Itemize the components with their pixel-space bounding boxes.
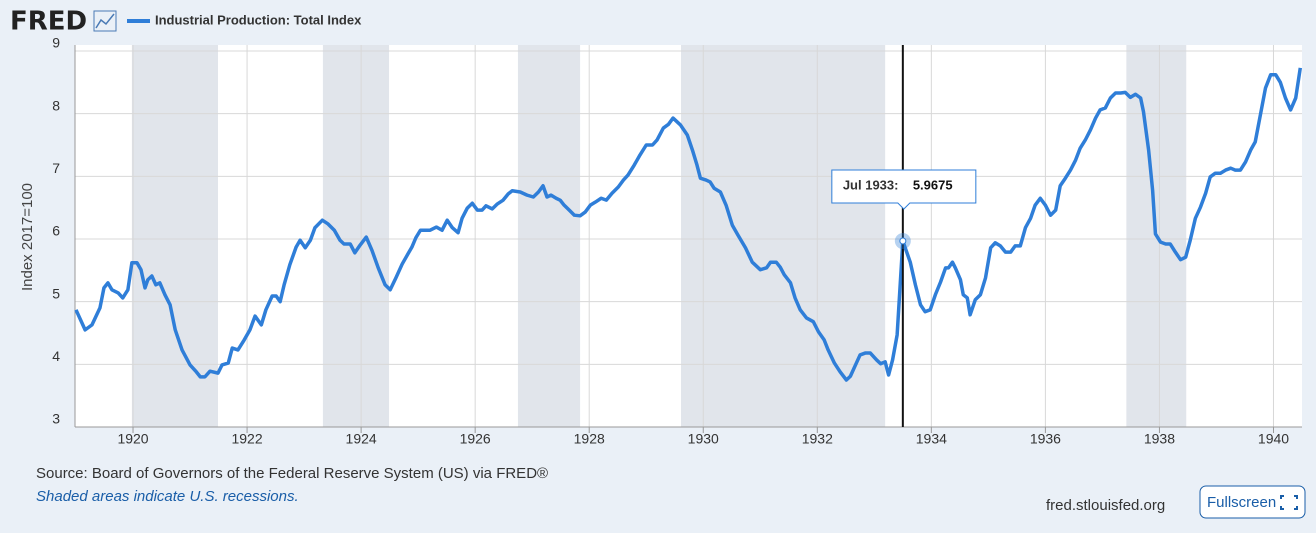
x-tick-label: 1926 <box>460 431 491 447</box>
fullscreen-button[interactable]: Fullscreen <box>1199 485 1306 519</box>
y-tick-label: 7 <box>52 160 60 176</box>
data <box>74 45 1303 427</box>
y-tick-label: 3 <box>52 411 60 427</box>
recession-band <box>517 45 581 427</box>
grid <box>74 45 1302 433</box>
x-tick-label: 1932 <box>802 431 833 447</box>
y-tick-label: 6 <box>52 223 60 239</box>
site-link[interactable]: fred.stlouisfed.org <box>1046 497 1165 514</box>
tooltip-box <box>831 169 977 210</box>
labels: 3 4 5 6 7 8 9 1920 1922 1924 1926 1928 1930 1932 1934 1… <box>52 12 1289 446</box>
y-tick-label: 9 <box>52 35 60 51</box>
series-line <box>74 67 1303 382</box>
x-tick-label: 1930 <box>688 431 719 447</box>
x-tick-label: 1922 <box>231 431 262 447</box>
button-frame[interactable] <box>1199 485 1306 519</box>
x-tick-label: 1938 <box>1144 431 1175 447</box>
button-label[interactable]: Fullscreen <box>1207 494 1276 511</box>
y-axis-title: Index 2017=100 <box>19 183 36 291</box>
recession-note: Shaded areas indicate U.S. recessions. <box>36 488 299 505</box>
tooltip-value: 5.9675 <box>913 177 953 192</box>
icon-line <box>95 13 115 29</box>
recession-band <box>322 45 390 427</box>
recessions <box>131 45 1187 427</box>
x-tick-label: 1920 <box>117 431 148 447</box>
fullscreen-icon[interactable] <box>1280 495 1298 510</box>
y-tick-label: 4 <box>52 348 60 364</box>
legend-label: Industrial Production: Total Index <box>155 12 362 27</box>
x-tick-label: 1936 <box>1030 431 1061 447</box>
x-tick-label: 1934 <box>916 431 947 447</box>
logo[interactable]: FRED <box>10 7 87 37</box>
x-tick-label: 1928 <box>574 431 605 447</box>
hover-point <box>899 237 907 245</box>
x-tick-label: 1940 <box>1258 431 1289 447</box>
y-tick-label: 5 <box>52 285 60 301</box>
recession-band <box>681 45 886 427</box>
y-tick-label: 8 <box>52 97 60 113</box>
source: Source: Board of Governors of the Federa… <box>36 465 548 482</box>
recession-band <box>131 45 218 427</box>
icon-frame <box>93 10 117 32</box>
tooltip-date: Jul 1933: <box>843 177 899 192</box>
x-tick-label: 1924 <box>346 431 377 447</box>
logo-icon <box>93 10 117 32</box>
